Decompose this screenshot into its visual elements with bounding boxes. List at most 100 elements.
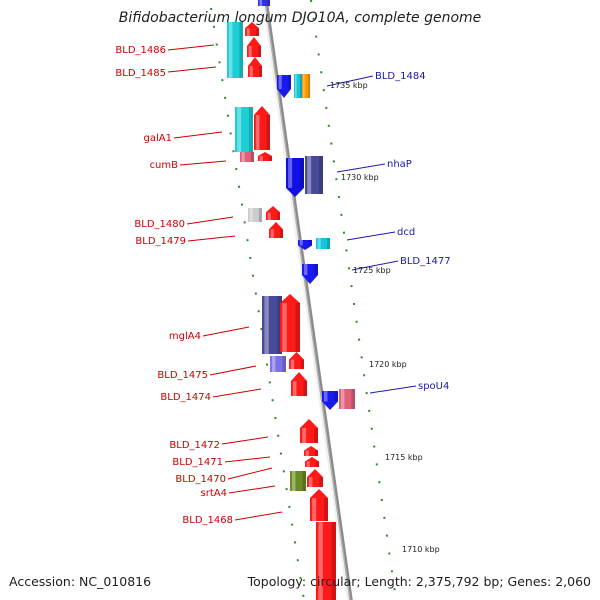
gene-label-bld-1477[interactable]: BLD_1477 — [400, 256, 451, 267]
gene-label-srta4[interactable]: srtA4 — [201, 488, 227, 499]
feature-bld-1475-a-shadow — [282, 356, 286, 372]
gene-label-dcd[interactable]: dcd — [397, 227, 415, 238]
scale-label-1730: 1730 kbp — [341, 173, 379, 182]
feature-bld-1475-b-body — [289, 352, 304, 369]
feature-gala1-a-shadow — [249, 107, 253, 152]
feature-bld-1477-highlight — [303, 264, 308, 275]
feature-nhap-a-shadow — [300, 158, 304, 188]
leader-bld-1485 — [167, 66, 217, 73]
feature-nhap-a — [286, 158, 304, 197]
gene-label-bld-1484[interactable]: BLD_1484 — [375, 71, 426, 82]
feature-bld-1484-c — [302, 74, 310, 98]
leader-bld-1477 — [351, 260, 399, 271]
feature-srta4 — [290, 471, 306, 491]
feature-gala1-b-shadow — [266, 115, 270, 150]
gene-label-bld-1472[interactable]: BLD_1472 — [169, 440, 220, 451]
gene-label-bld-1480[interactable]: BLD_1480 — [134, 219, 185, 230]
leader-bld-1472 — [221, 436, 269, 445]
leader-bld-1471 — [224, 456, 271, 463]
gene-label-mgla4[interactable]: mglA4 — [169, 331, 201, 342]
feature-gala1-a-body — [235, 107, 253, 152]
scale-label-1725: 1725 kbp — [353, 266, 391, 275]
gene-label-bld-1470[interactable]: BLD_1470 — [175, 474, 226, 485]
feature-bld-1486-body — [227, 22, 243, 78]
label-leader-lines — [167, 44, 417, 521]
feature-nhap-a-highlight — [288, 158, 293, 188]
feature-bld-1485-b-body — [248, 57, 262, 77]
feature-bld-1480-b — [266, 206, 280, 220]
feature-bld-1486-arrow-body — [245, 22, 259, 36]
feature-bld-1484-c-shadow — [308, 74, 310, 98]
feature-gala1-b-body — [254, 106, 270, 150]
feature-bld-1480-a-body — [248, 208, 262, 222]
feature-mgla4-b — [280, 294, 300, 352]
leader-bld-1470 — [227, 467, 273, 480]
feature-bld-1479-body — [269, 222, 283, 238]
feature-bld-1485-a-highlight — [248, 46, 252, 57]
gene-label-spou4[interactable]: spoU4 — [418, 381, 449, 392]
feature-bld-1485-b-shadow — [258, 66, 262, 77]
leader-bld-1475 — [209, 365, 257, 376]
feature-bld-1475-a-highlight — [271, 356, 276, 372]
feature-bld-1477-body — [302, 264, 318, 284]
gene-label-bld-1485[interactable]: BLD_1485 — [115, 68, 166, 79]
feature-bld-1474 — [291, 372, 307, 396]
gene-label-bld-1475[interactable]: BLD_1475 — [157, 370, 208, 381]
feature-bld-1477-shadow — [314, 264, 318, 275]
feature-bld-1485-b-highlight — [249, 66, 253, 77]
feature-bld-1475-a-body — [270, 356, 286, 372]
gene-label-bld-1468[interactable]: BLD_1468 — [182, 515, 233, 526]
gene-label-bld-1479[interactable]: BLD_1479 — [135, 236, 186, 247]
feature-bld-1471-b — [305, 457, 319, 467]
feature-top-blue-body — [258, 0, 270, 6]
feature-bld-1468-a-highlight — [312, 498, 317, 521]
feature-bld-1474-highlight — [292, 381, 297, 396]
feature-bld-1470-shadow — [319, 477, 323, 487]
feature-bld-1471-a-body — [304, 446, 318, 456]
gene-label-gala1[interactable]: galA1 — [144, 133, 172, 144]
feature-bld-1486-arrow-shadow — [255, 28, 259, 36]
feature-dcd-b-shadow — [326, 238, 330, 249]
feature-dcd-a-shadow — [308, 240, 312, 246]
leader-gala1 — [173, 131, 223, 139]
feature-bld-1472-highlight — [302, 428, 307, 443]
gene-label-bld-1471[interactable]: BLD_1471 — [172, 457, 223, 468]
feature-bld-1475-a — [270, 356, 286, 372]
feature-bld-1471-a — [304, 446, 318, 456]
feature-mgla4-a-shadow — [277, 296, 282, 354]
feature-bld-1485-a-body — [247, 37, 261, 57]
map-title: Bifidobacterium longum DJO10A, complete … — [119, 10, 482, 26]
feature-cumb-b-body — [258, 152, 272, 161]
feature-dcd-a-highlight — [299, 240, 303, 246]
feature-bld-1470-highlight — [308, 477, 313, 487]
feature-bld-1470-body — [307, 469, 323, 487]
feature-bld-1474-shadow — [303, 381, 307, 396]
feature-bld-1485-a — [247, 37, 261, 57]
gene-label-nhap[interactable]: nhaP — [387, 159, 412, 170]
scale-label-1735: 1735 kbp — [330, 81, 368, 90]
feature-nhap-a-body — [286, 158, 304, 197]
feature-bld-1468-a — [310, 489, 328, 521]
feature-bld-1468-a-body — [310, 489, 328, 521]
feature-bld-1484-a-body — [277, 75, 291, 98]
leader-nhap — [336, 163, 386, 173]
feature-bld-1484-c-highlight — [302, 74, 305, 98]
accession-text: Accession: NC_010816 — [9, 574, 151, 589]
feature-bld-1479 — [269, 222, 283, 238]
feature-bld-1484-b-shadow — [300, 74, 302, 98]
feature-bld-1475-b-shadow — [300, 359, 304, 369]
leader-bld-1484 — [326, 75, 374, 87]
feature-bld-1471-a-shadow — [314, 450, 318, 456]
feature-spou4-b-body — [339, 389, 355, 409]
feature-bld-1480-a-shadow — [258, 208, 262, 222]
leader-srta4 — [228, 485, 276, 494]
feature-dcd-b-body — [316, 238, 330, 249]
feature-top-blue-shadow — [267, 0, 270, 6]
feature-dcd-a — [298, 240, 312, 250]
gene-label-bld-1486[interactable]: BLD_1486 — [115, 45, 166, 56]
feature-bld-1472-body — [300, 419, 318, 443]
gene-label-bld-1474[interactable]: BLD_1474 — [160, 392, 211, 403]
feature-bld-1486 — [227, 22, 243, 78]
gene-label-cumb[interactable]: cumB — [150, 160, 179, 171]
feature-top-blue — [258, 0, 270, 6]
